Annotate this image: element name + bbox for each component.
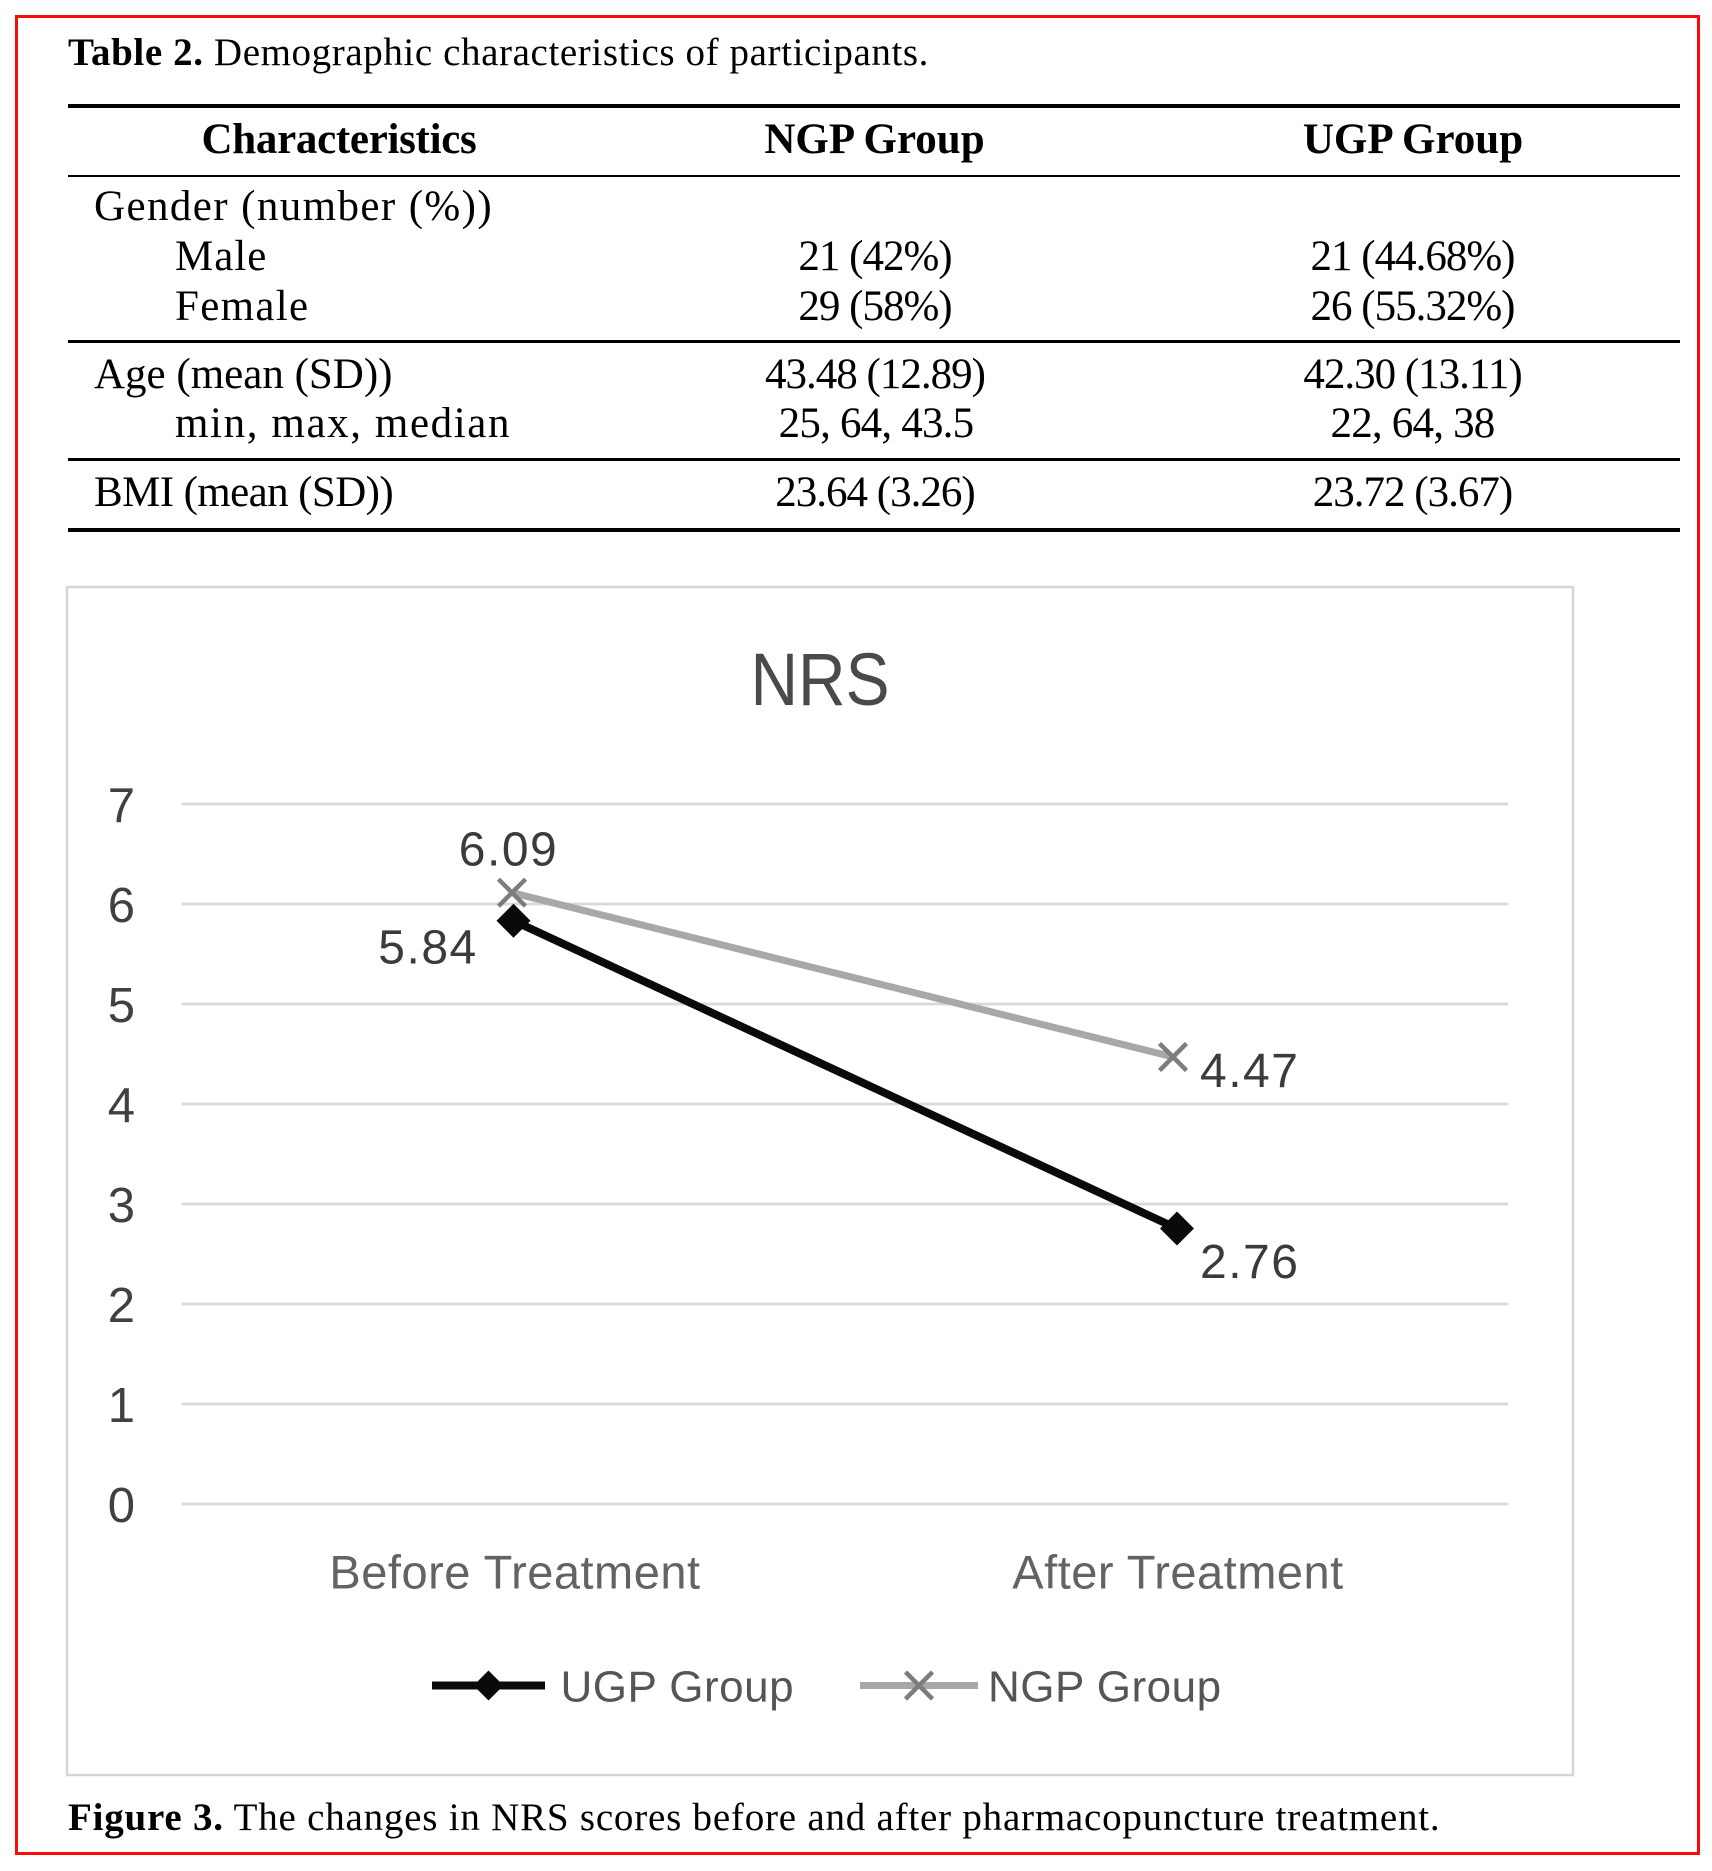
- svg-text:4: 4: [108, 1079, 135, 1133]
- svg-text:After Treatment: After Treatment: [1012, 1546, 1343, 1599]
- svg-text:5: 5: [108, 979, 135, 1033]
- svg-text:0: 0: [108, 1479, 135, 1533]
- svg-text:4.47: 4.47: [1200, 1045, 1299, 1098]
- svg-text:NRS: NRS: [750, 638, 889, 720]
- svg-text:7: 7: [108, 779, 135, 833]
- svg-text:NGP Group: NGP Group: [988, 1663, 1222, 1712]
- svg-text:6: 6: [108, 879, 135, 933]
- svg-text:2: 2: [108, 1279, 135, 1333]
- svg-text:5.84: 5.84: [378, 922, 477, 975]
- svg-text:1: 1: [108, 1379, 135, 1433]
- svg-text:2.76: 2.76: [1200, 1236, 1299, 1289]
- svg-text:Before Treatment: Before Treatment: [329, 1546, 700, 1599]
- svg-text:3: 3: [108, 1179, 135, 1233]
- svg-text:UGP Group: UGP Group: [561, 1663, 795, 1712]
- svg-text:6.09: 6.09: [459, 823, 558, 876]
